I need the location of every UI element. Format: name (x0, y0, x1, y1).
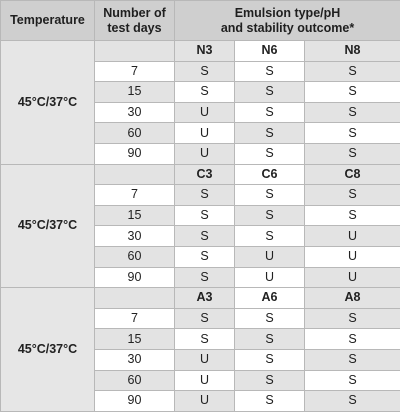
emulsion-label: N6 (235, 41, 305, 62)
stability-outcome-cell: S (305, 391, 400, 412)
stability-outcome-cell: S (305, 308, 400, 329)
header-outcome-line1: Emulsion type/pH (235, 6, 341, 20)
stability-outcome-cell: S (175, 205, 235, 226)
temperature-cell: 45°C/37°C (1, 164, 95, 288)
stability-outcome-cell: U (175, 391, 235, 412)
blank-days-cell (95, 41, 175, 62)
stability-outcome-cell: S (175, 308, 235, 329)
stability-outcome-cell: S (175, 82, 235, 103)
stability-outcome-cell: U (305, 267, 400, 288)
test-days-cell: 15 (95, 329, 175, 350)
blank-days-cell (95, 164, 175, 185)
stability-outcome-cell: S (235, 82, 305, 103)
stability-outcome-cell: S (175, 61, 235, 82)
header-temperature: Temperature (1, 1, 95, 41)
header-days-label: Number of test days (103, 6, 166, 35)
emulsion-label: C3 (175, 164, 235, 185)
blank-days-cell (95, 288, 175, 309)
emulsion-label: C6 (235, 164, 305, 185)
stability-outcome-cell: U (175, 143, 235, 164)
stability-outcome-cell: S (235, 226, 305, 247)
stability-outcome-cell: S (175, 226, 235, 247)
emulsion-label: A6 (235, 288, 305, 309)
stability-outcome-cell: S (235, 391, 305, 412)
stability-outcome-cell: S (235, 185, 305, 206)
stability-outcome-cell: U (175, 102, 235, 123)
test-days-cell: 15 (95, 82, 175, 103)
header-test-days: Number of test days (95, 1, 175, 41)
test-days-cell: 90 (95, 143, 175, 164)
emulsion-label: A8 (305, 288, 400, 309)
stability-outcome-cell: U (175, 349, 235, 370)
test-days-cell: 90 (95, 267, 175, 288)
stability-outcome-cell: S (235, 61, 305, 82)
stability-outcome-cell: S (235, 329, 305, 350)
test-days-cell: 90 (95, 391, 175, 412)
stability-outcome-cell: U (235, 267, 305, 288)
stability-outcome-cell: U (175, 370, 235, 391)
test-days-cell: 60 (95, 246, 175, 267)
stability-outcome-cell: S (305, 329, 400, 350)
test-days-cell: 7 (95, 185, 175, 206)
test-days-cell: 60 (95, 123, 175, 144)
stability-outcome-cell: S (175, 185, 235, 206)
test-days-cell: 30 (95, 226, 175, 247)
header-outcome-line2: and stability outcome* (221, 21, 354, 35)
stability-outcome-cell: S (235, 143, 305, 164)
stability-outcome-cell: U (175, 123, 235, 144)
header-emulsion-outcome: Emulsion type/pH and stability outcome* (175, 1, 400, 41)
header-row: Temperature Number of test days Emulsion… (1, 1, 400, 41)
test-days-cell: 30 (95, 349, 175, 370)
test-days-cell: 7 (95, 61, 175, 82)
test-days-cell: 7 (95, 308, 175, 329)
stability-outcome-cell: S (235, 349, 305, 370)
stability-outcome-cell: S (235, 308, 305, 329)
test-days-cell: 15 (95, 205, 175, 226)
stability-outcome-cell: S (305, 370, 400, 391)
stability-outcome-cell: U (305, 246, 400, 267)
stability-outcome-cell: S (305, 82, 400, 103)
emulsion-label: N3 (175, 41, 235, 62)
test-days-cell: 60 (95, 370, 175, 391)
stability-outcome-cell: S (235, 370, 305, 391)
stability-outcome-cell: S (305, 205, 400, 226)
stability-outcome-cell: U (305, 226, 400, 247)
stability-outcome-cell: S (305, 123, 400, 144)
test-days-cell: 30 (95, 102, 175, 123)
stability-outcome-cell: U (235, 246, 305, 267)
temperature-cell: 45°C/37°C (1, 288, 95, 412)
stability-outcome-cell: S (305, 349, 400, 370)
stability-outcome-cell: S (305, 185, 400, 206)
emulsion-label: A3 (175, 288, 235, 309)
stability-outcome-cell: S (235, 102, 305, 123)
emulsion-label: N8 (305, 41, 400, 62)
stability-outcome-cell: S (305, 143, 400, 164)
stability-outcome-cell: S (235, 205, 305, 226)
stability-outcome-cell: S (235, 123, 305, 144)
stability-outcome-cell: S (175, 329, 235, 350)
stability-outcome-cell: S (175, 246, 235, 267)
emulsion-label: C8 (305, 164, 400, 185)
stability-outcome-cell: S (175, 267, 235, 288)
stability-outcome-cell: S (305, 61, 400, 82)
temperature-cell: 45°C/37°C (1, 41, 95, 165)
stability-outcome-cell: S (305, 102, 400, 123)
